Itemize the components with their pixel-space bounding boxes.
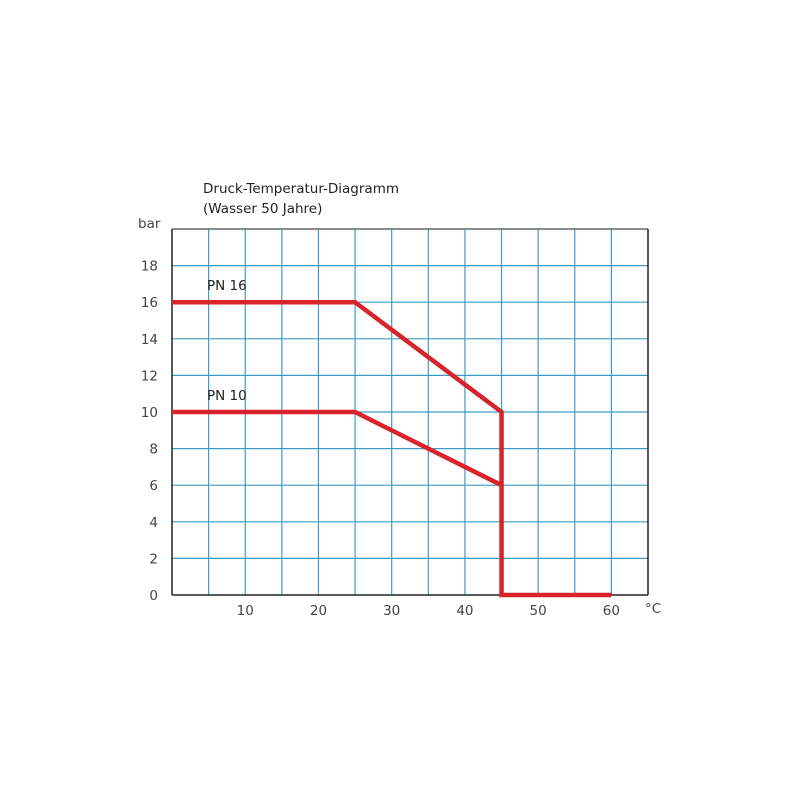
series-label: PN 10 [207,388,247,404]
chart-subtitle: (Wasser 50 Jahre) [203,201,322,217]
series-line-pn16 [172,299,612,598]
chart-title: Druck-Temperatur-Diagramm [203,181,399,197]
x-tick-label: 50 [530,603,547,619]
x-tick-label: 10 [237,603,254,619]
y-tick-label: 10 [141,405,158,421]
y-tick-label: 8 [149,442,158,458]
x-axis-label: °C [645,601,661,617]
y-tick-label: 0 [149,588,158,604]
tick-labels: 10 20 30 40 50 60 0 2 4 6 8 10 12 14 16 18 [141,259,620,619]
y-axis-label: bar [138,216,161,232]
y-tick-label: 2 [149,551,158,567]
series-label: PN 16 [207,278,247,294]
y-tick-label: 16 [141,295,158,311]
y-tick-label: 18 [141,259,158,275]
series [172,299,612,598]
series-line-pn10 [172,409,503,488]
x-tick-label: 30 [383,603,400,619]
y-tick-label: 14 [141,332,158,348]
x-tick-label: 60 [603,603,620,619]
x-tick-label: 40 [456,603,473,619]
series-labels: PN 16 PN 10 [207,278,247,404]
y-tick-label: 4 [149,515,158,531]
y-tick-label: 6 [149,478,158,494]
y-tick-label: 12 [141,368,158,384]
grid [172,229,648,595]
x-tick-label: 20 [310,603,327,619]
